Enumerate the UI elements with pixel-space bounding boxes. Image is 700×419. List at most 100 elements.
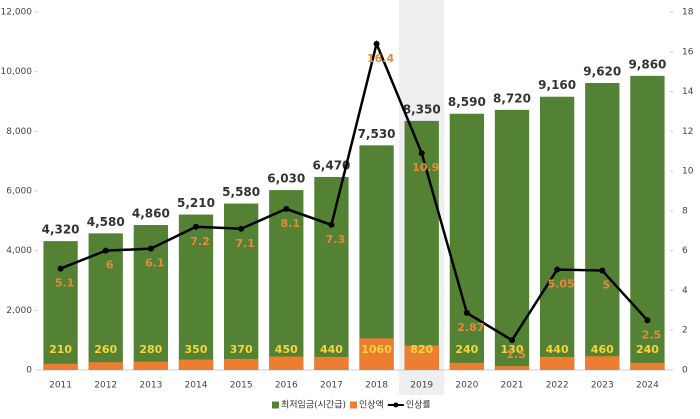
y2-tick-label: 12 <box>682 127 693 137</box>
increase-label: 1060 <box>361 343 392 356</box>
x-tick-label: 2011 <box>49 381 72 391</box>
increase-bar <box>314 356 349 370</box>
rate-label: 7.2 <box>190 235 210 248</box>
rate-label: 6.1 <box>145 257 165 270</box>
increase-bar <box>449 362 485 370</box>
rate-label: 7.1 <box>235 237 255 250</box>
rate-point <box>418 150 425 157</box>
x-tick-label: 2016 <box>275 381 298 391</box>
wage-bar <box>585 83 620 371</box>
wage-label: 4,320 <box>42 223 80 237</box>
x-tick-label: 2021 <box>501 381 524 391</box>
increase-bar <box>359 338 394 370</box>
increase-label: 210 <box>49 343 72 356</box>
wage-label: 9,860 <box>628 57 666 71</box>
wage-label: 6,030 <box>267 172 305 186</box>
increase-label: 280 <box>139 343 162 356</box>
y2-tick-label: 8 <box>682 206 688 216</box>
increase-bar <box>178 359 214 370</box>
rate-point <box>147 245 154 252</box>
wage-label: 8,590 <box>448 95 486 109</box>
wage-label: 5,580 <box>222 185 260 199</box>
wage-label: 5,210 <box>177 196 215 210</box>
increase-label: 440 <box>320 343 343 356</box>
legend-label: 인상률 <box>406 400 431 411</box>
y-tick-label: 8,000 <box>6 127 32 137</box>
wage-bar <box>359 145 394 370</box>
wage-label: 9,160 <box>538 78 576 92</box>
y2-tick-label: 18 <box>682 8 694 18</box>
wage-bar <box>43 241 78 370</box>
increase-bar <box>630 362 665 370</box>
legend-label: 인상액 <box>359 399 384 411</box>
x-tick-label: 2024 <box>636 381 659 391</box>
y2-tick-label: 14 <box>682 87 694 97</box>
x-tick-label: 2023 <box>591 381 614 391</box>
wage-label: 8,720 <box>493 91 531 105</box>
x-tick-label: 2015 <box>230 381 253 391</box>
rate-label: 2.5 <box>642 328 662 341</box>
y2-tick-label: 6 <box>682 246 688 256</box>
increase-label: 240 <box>455 343 478 356</box>
rate-point <box>193 223 199 230</box>
x-tick-label: 2018 <box>365 381 388 391</box>
rate-label: 6 <box>106 259 114 272</box>
x-tick-label: 2020 <box>455 381 478 391</box>
rate-point <box>283 205 290 212</box>
increase-label: 240 <box>636 343 659 356</box>
rate-label: 5 <box>602 279 610 292</box>
increase-bar <box>269 356 304 370</box>
rate-label: 5.1 <box>55 277 75 290</box>
increase-label: 130 <box>501 343 524 356</box>
increase-bar <box>585 356 620 370</box>
rate-point <box>644 317 651 324</box>
rate-point <box>599 267 606 274</box>
increase-bar <box>404 345 439 370</box>
increase-bar <box>494 366 530 370</box>
rate-point <box>328 221 335 228</box>
y-tick-label: 12,000 <box>1 8 33 18</box>
increase-bar <box>223 358 259 370</box>
wage-bar <box>630 75 665 371</box>
increase-label: 370 <box>230 343 253 356</box>
rate-label: 7.3 <box>326 233 346 246</box>
wage-bar <box>449 113 485 371</box>
x-tick-label: 2017 <box>320 381 343 391</box>
increase-label: 450 <box>275 343 298 356</box>
wage-bar <box>269 190 304 370</box>
rate-point <box>102 247 109 254</box>
rate-point <box>238 225 245 232</box>
wage-label: 4,580 <box>87 215 125 229</box>
wage-bar <box>494 109 530 370</box>
wage-label: 4,860 <box>132 207 170 221</box>
legend-dot <box>393 402 399 408</box>
y-tick-label: 2,000 <box>6 306 32 316</box>
y2-tick-label: 0 <box>682 366 688 376</box>
x-tick-label: 2012 <box>94 381 117 391</box>
rate-label: 10.9 <box>412 161 439 174</box>
y2-tick-label: 10 <box>682 167 694 177</box>
x-tick-label: 2022 <box>546 381 569 391</box>
rate-label: 5.05 <box>548 278 575 291</box>
increase-label: 350 <box>185 343 208 356</box>
wage-bar <box>404 120 439 371</box>
y2-tick-label: 4 <box>682 286 688 296</box>
y-tick-label: 10,000 <box>1 67 33 77</box>
y-tick-label: 6,000 <box>6 187 32 197</box>
legend-label: 최저임금(시간급) <box>281 399 346 411</box>
increase-bar <box>133 361 169 370</box>
rate-point <box>57 265 64 272</box>
y-tick-label: 0 <box>26 366 32 376</box>
rate-label: 2.87 <box>457 321 484 334</box>
wage-label: 7,530 <box>358 127 396 141</box>
increase-label: 460 <box>591 343 614 356</box>
wage-bar <box>178 214 214 370</box>
legend-swatch <box>272 401 279 409</box>
rate-point <box>463 309 470 316</box>
legend-swatch <box>349 401 357 409</box>
wage-bar <box>539 96 575 370</box>
increase-bar <box>43 363 78 370</box>
rate-point <box>509 337 515 344</box>
